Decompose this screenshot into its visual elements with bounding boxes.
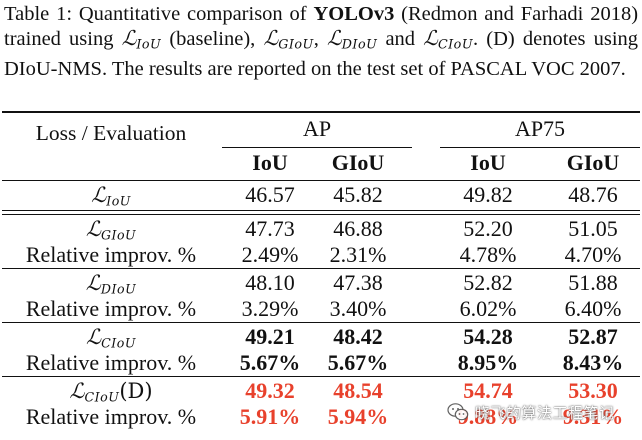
watermark-text: 晓飞的算法工程笔记 <box>475 403 615 422</box>
row-label-loss-iou: ℒIoU <box>91 183 131 209</box>
metric-header-ap-giou: GIoU <box>331 150 385 175</box>
caption-model-name: YOLOv3 <box>313 3 395 25</box>
table-cell: 48.54 <box>333 378 383 403</box>
row-label-loss-ciou-d: ℒCIoU(D) <box>69 379 153 405</box>
caption-loss-diou-sub: DIoU <box>341 36 378 52</box>
table-cell: 5.91% <box>239 404 301 429</box>
group-header-ap: AP <box>302 116 332 141</box>
caption-loss-giou: ℒGIoU <box>263 26 314 52</box>
table-cell: 51.88 <box>568 270 618 295</box>
metric-header-ap75-iou: IoU <box>470 150 506 175</box>
baseline-rule-2 <box>2 214 640 215</box>
calligraphic-l: ℒ <box>326 26 342 50</box>
caption-text-5: . (D) denotes using DIoU-NMS. The result… <box>4 28 639 80</box>
row-label-loss-diou: ℒDIoU <box>85 271 137 297</box>
table-cell: 4.70% <box>564 242 622 267</box>
table-cell: 46.88 <box>333 216 383 241</box>
table-cell: 52.87 <box>568 324 618 349</box>
caption-text-2: (Redmon and Farhadi 2018) trained using <box>4 3 639 50</box>
caption-table-label: Table 1: <box>4 3 73 25</box>
table-cell: 3.40% <box>329 296 387 321</box>
caption-comma: , <box>313 28 319 50</box>
calligraphic-l: ℒ <box>121 26 137 50</box>
table-cell: 6.02% <box>459 296 517 321</box>
table-cell: 49.82 <box>463 182 513 207</box>
table-cell: 48.76 <box>568 182 618 207</box>
table-cell: 4.78% <box>459 242 517 267</box>
table-cell: 5.94% <box>327 404 389 429</box>
table-cell: 51.05 <box>568 216 618 241</box>
metric-header-ap-iou: IoU <box>252 150 288 175</box>
caption-loss-ciou: ℒCIoU <box>423 26 474 52</box>
table-cell: 6.40% <box>564 296 622 321</box>
table-cell: 54.74 <box>463 378 513 403</box>
table-cell: 3.29% <box>241 296 299 321</box>
table-caption: Table 1: Quantitative comparison of YOLO… <box>4 2 638 81</box>
table-cell: 47.73 <box>245 216 295 241</box>
row-label-loss-ciou: ℒCIoU <box>86 325 136 351</box>
caption-loss-diou: ℒDIoU <box>326 26 378 52</box>
caption-loss-ciou-sub: CIoU <box>437 36 474 52</box>
table-cell: 8.95% <box>457 350 519 375</box>
group-header-ap75: AP75 <box>514 116 566 141</box>
table-cell: 45.82 <box>333 182 383 207</box>
table-cell: 49.21 <box>245 324 295 349</box>
baseline-rule-1 <box>2 210 640 211</box>
table-cell: 52.82 <box>463 270 513 295</box>
table-cell: 53.30 <box>568 378 618 403</box>
caption-loss-giou-sub: GIoU <box>278 36 314 52</box>
ciou-block-rule <box>2 376 640 377</box>
table-cell: 46.57 <box>245 182 295 207</box>
wechat-icon <box>447 403 469 421</box>
metric-header-ap75-giou: GIoU <box>566 150 620 175</box>
table-cell: 8.43% <box>562 350 624 375</box>
table-cell: 48.10 <box>245 270 295 295</box>
giou-block-rule <box>2 268 640 269</box>
table-cell: 49.32 <box>245 378 295 403</box>
caption-loss-iou: ℒIoU <box>121 26 162 52</box>
row-label-loss-giou: ℒGIoU <box>85 217 137 243</box>
calligraphic-l: ℒ <box>423 26 438 50</box>
table-cell: 2.49% <box>241 242 299 267</box>
table-cell: 2.31% <box>329 242 387 267</box>
table-cell: 5.67% <box>239 350 301 375</box>
calligraphic-l: ℒ <box>263 26 279 50</box>
table-cell: 52.20 <box>463 216 513 241</box>
table-cell: 47.38 <box>333 270 383 295</box>
table-cell: 9.31% <box>562 404 624 429</box>
caption-loss-iou-sub: IoU <box>136 36 162 52</box>
corner-header: Loss / Evaluation <box>35 121 187 145</box>
table-cell: 5.67% <box>327 350 389 375</box>
diou-block-rule <box>2 322 640 323</box>
row-label-relative-improv: Relative improv. % <box>25 404 197 429</box>
caption-text-4: and <box>385 28 416 50</box>
table-cell: 54.28 <box>463 324 513 349</box>
caption-text-1: Quantitative comparison of <box>78 3 307 25</box>
ap75-group-rule <box>440 147 640 148</box>
ap-group-rule <box>222 147 412 148</box>
table-top-rule <box>2 111 640 113</box>
caption-text-3: (baseline), <box>169 28 256 50</box>
header-bottom-rule <box>2 180 640 181</box>
row-label-relative-improv: Relative improv. % <box>25 242 197 267</box>
table-cell: 48.42 <box>333 324 383 349</box>
row-label-relative-improv: Relative improv. % <box>25 350 197 375</box>
row-label-relative-improv: Relative improv. % <box>25 296 197 321</box>
watermark: 晓飞的算法工程笔记 <box>446 398 615 426</box>
